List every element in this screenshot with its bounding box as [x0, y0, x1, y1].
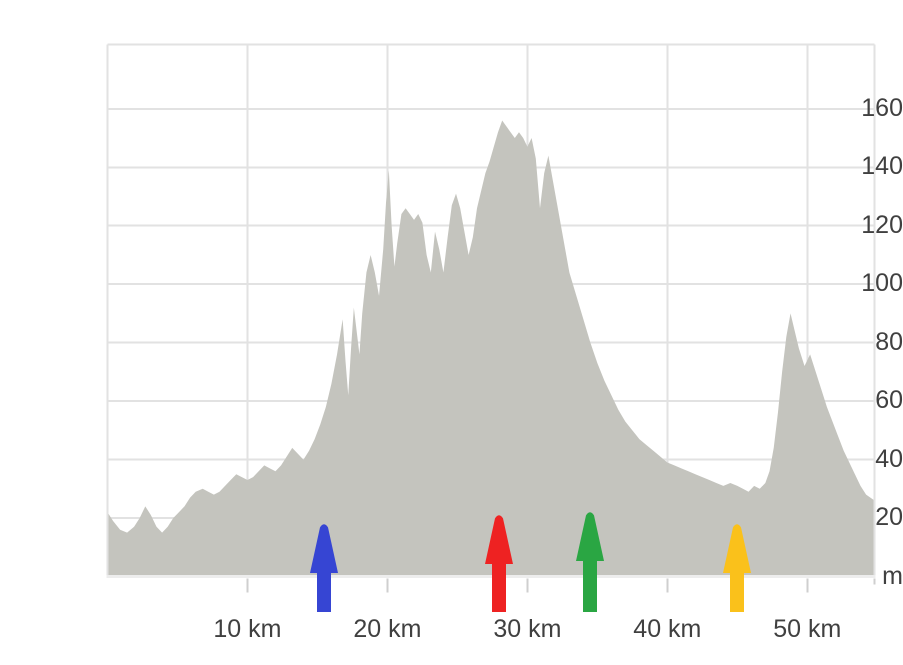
red-marker[interactable] [485, 512, 514, 613]
blue-marker[interactable] [310, 521, 339, 613]
plot-frame [106, 43, 876, 578]
elevation-area-layer [107, 120, 875, 577]
y-tick-label: 20 [875, 503, 903, 532]
y-tick-label: 100 [861, 269, 903, 298]
green-marker-glyph [576, 512, 605, 613]
x-tick-label: 10 km [213, 614, 282, 643]
y-tick-label: 60 [875, 386, 903, 415]
yellow-marker-glyph [723, 524, 752, 613]
yellow-marker[interactable] [723, 521, 752, 613]
x-tick-label: 40 km [633, 614, 702, 643]
arrow-up-icon [485, 515, 514, 613]
elevation-area [107, 120, 875, 577]
y-axis-unit-label: m [882, 561, 903, 590]
arrow-up-icon [723, 524, 752, 613]
y-tick-label: 80 [875, 327, 903, 356]
arrow-up-icon [576, 512, 605, 613]
y-tick-label: 160 [861, 93, 903, 122]
red-marker-glyph [485, 515, 514, 613]
x-tick-label: 30 km [493, 614, 562, 643]
y-tick-label: 140 [861, 152, 903, 181]
green-marker[interactable] [576, 509, 605, 613]
y-tick-label: 120 [861, 210, 903, 239]
x-tick-label: 50 km [773, 614, 842, 643]
y-tick-label: 40 [875, 444, 903, 473]
arrow-up-icon [310, 524, 339, 613]
x-tick-label: 20 km [353, 614, 422, 643]
blue-marker-glyph [310, 524, 339, 613]
axis-tickmarks [246, 578, 876, 593]
